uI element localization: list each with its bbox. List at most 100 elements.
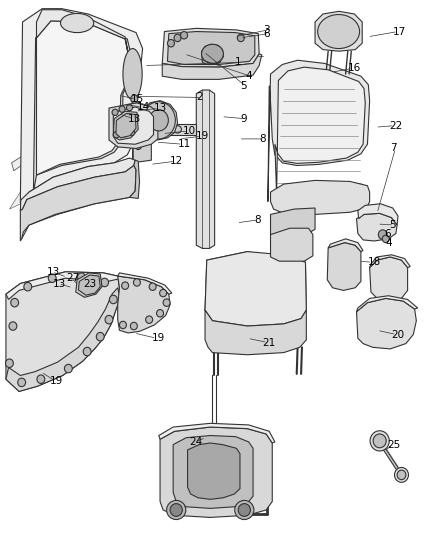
Polygon shape bbox=[271, 180, 370, 214]
Ellipse shape bbox=[60, 13, 94, 33]
Text: 11: 11 bbox=[177, 139, 191, 149]
Ellipse shape bbox=[318, 14, 360, 49]
Ellipse shape bbox=[129, 136, 135, 142]
Ellipse shape bbox=[101, 278, 109, 287]
Text: 13: 13 bbox=[53, 279, 66, 288]
Polygon shape bbox=[6, 272, 122, 300]
Ellipse shape bbox=[78, 273, 85, 281]
Ellipse shape bbox=[11, 298, 18, 307]
Text: 8: 8 bbox=[254, 215, 261, 225]
Text: 3: 3 bbox=[263, 25, 269, 35]
Polygon shape bbox=[162, 54, 262, 79]
Polygon shape bbox=[6, 272, 120, 391]
Polygon shape bbox=[271, 228, 313, 261]
Ellipse shape bbox=[9, 322, 17, 330]
Ellipse shape bbox=[48, 274, 56, 282]
Ellipse shape bbox=[148, 126, 155, 133]
Text: 10: 10 bbox=[183, 126, 196, 136]
Text: 17: 17 bbox=[393, 27, 406, 37]
Text: 12: 12 bbox=[170, 156, 184, 166]
Polygon shape bbox=[357, 296, 418, 312]
Polygon shape bbox=[120, 122, 135, 135]
Polygon shape bbox=[140, 101, 177, 140]
Ellipse shape bbox=[115, 135, 121, 141]
Polygon shape bbox=[113, 107, 153, 144]
Ellipse shape bbox=[149, 110, 168, 131]
Polygon shape bbox=[20, 158, 135, 211]
Polygon shape bbox=[173, 435, 253, 508]
Polygon shape bbox=[118, 273, 172, 294]
Polygon shape bbox=[167, 31, 255, 64]
Ellipse shape bbox=[122, 282, 129, 289]
Text: 19: 19 bbox=[151, 333, 165, 343]
Text: 9: 9 bbox=[240, 114, 247, 124]
Text: 4: 4 bbox=[386, 238, 392, 247]
Polygon shape bbox=[131, 130, 148, 144]
Text: 22: 22 bbox=[389, 120, 403, 131]
Text: 18: 18 bbox=[367, 257, 381, 267]
Text: 8: 8 bbox=[259, 134, 266, 144]
Text: 1: 1 bbox=[235, 58, 241, 67]
Polygon shape bbox=[271, 208, 315, 236]
Polygon shape bbox=[275, 67, 365, 196]
Text: 15: 15 bbox=[131, 94, 144, 104]
Ellipse shape bbox=[134, 279, 141, 286]
Ellipse shape bbox=[120, 321, 127, 329]
Ellipse shape bbox=[166, 500, 186, 520]
Ellipse shape bbox=[122, 131, 128, 137]
Ellipse shape bbox=[96, 333, 104, 341]
Text: 14: 14 bbox=[137, 102, 150, 112]
Ellipse shape bbox=[83, 348, 91, 356]
Ellipse shape bbox=[397, 470, 406, 480]
Polygon shape bbox=[116, 114, 136, 138]
Ellipse shape bbox=[105, 316, 113, 324]
Ellipse shape bbox=[142, 102, 175, 139]
Polygon shape bbox=[160, 427, 272, 518]
Text: 4: 4 bbox=[245, 71, 252, 81]
Ellipse shape bbox=[110, 295, 117, 304]
Ellipse shape bbox=[122, 130, 128, 136]
Text: 5: 5 bbox=[389, 220, 396, 230]
Ellipse shape bbox=[112, 109, 118, 116]
Ellipse shape bbox=[163, 299, 170, 306]
Text: 2: 2 bbox=[196, 92, 203, 102]
Ellipse shape bbox=[395, 467, 409, 482]
Ellipse shape bbox=[127, 104, 133, 111]
Ellipse shape bbox=[131, 322, 138, 330]
Text: 19: 19 bbox=[196, 131, 209, 141]
Text: 20: 20 bbox=[392, 329, 405, 340]
Ellipse shape bbox=[129, 130, 135, 136]
Polygon shape bbox=[358, 204, 398, 225]
Ellipse shape bbox=[159, 289, 166, 297]
Ellipse shape bbox=[123, 49, 142, 100]
Ellipse shape bbox=[18, 378, 25, 386]
Polygon shape bbox=[110, 124, 124, 138]
Ellipse shape bbox=[37, 375, 45, 383]
Polygon shape bbox=[205, 310, 306, 355]
Ellipse shape bbox=[113, 132, 120, 138]
Polygon shape bbox=[113, 111, 138, 140]
Polygon shape bbox=[12, 102, 149, 171]
Ellipse shape bbox=[373, 434, 386, 448]
Ellipse shape bbox=[370, 431, 389, 451]
Polygon shape bbox=[109, 103, 158, 149]
Polygon shape bbox=[36, 21, 128, 175]
Polygon shape bbox=[162, 28, 259, 67]
Polygon shape bbox=[76, 273, 102, 297]
Text: 16: 16 bbox=[348, 63, 361, 73]
Ellipse shape bbox=[235, 500, 254, 520]
Ellipse shape bbox=[378, 230, 387, 239]
Ellipse shape bbox=[174, 34, 181, 42]
Polygon shape bbox=[187, 443, 240, 499]
Ellipse shape bbox=[119, 106, 125, 112]
Text: 13: 13 bbox=[153, 103, 167, 113]
Polygon shape bbox=[357, 213, 397, 241]
Text: 24: 24 bbox=[189, 437, 202, 447]
Ellipse shape bbox=[382, 235, 389, 243]
Text: 27: 27 bbox=[66, 273, 79, 283]
Text: 23: 23 bbox=[83, 279, 96, 288]
Polygon shape bbox=[205, 252, 306, 326]
Ellipse shape bbox=[135, 143, 141, 150]
Ellipse shape bbox=[149, 283, 156, 290]
Polygon shape bbox=[10, 135, 136, 209]
